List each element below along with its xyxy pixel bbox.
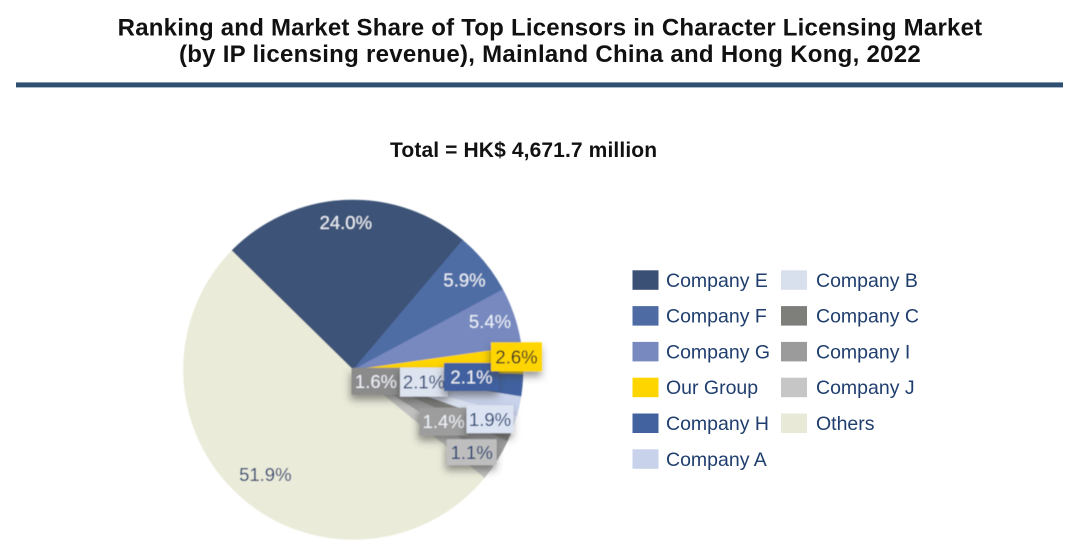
svg-text:Company G: Company G xyxy=(666,341,770,363)
svg-text:1.4%: 1.4% xyxy=(423,411,465,432)
svg-text:1.9%: 1.9% xyxy=(469,409,511,430)
svg-text:Our Group: Our Group xyxy=(666,377,758,399)
svg-text:2.1%: 2.1% xyxy=(450,367,492,388)
svg-text:Company E: Company E xyxy=(666,270,768,292)
svg-text:Company J: Company J xyxy=(816,377,915,399)
svg-text:Company H: Company H xyxy=(666,413,769,435)
svg-text:Others: Others xyxy=(816,413,875,435)
svg-text:Company C: Company C xyxy=(816,306,919,328)
svg-text:5.4%: 5.4% xyxy=(469,311,511,332)
svg-text:1.1%: 1.1% xyxy=(451,442,493,463)
svg-text:(by IP licensing revenue), Mai: (by IP licensing revenue), Mainland Chin… xyxy=(179,41,921,68)
svg-text:5.9%: 5.9% xyxy=(443,270,485,291)
svg-text:1.6%: 1.6% xyxy=(355,371,397,392)
svg-text:Company B: Company B xyxy=(816,270,918,292)
svg-text:Ranking and Market Share of To: Ranking and Market Share of Top Licensor… xyxy=(118,15,983,42)
svg-text:2.1%: 2.1% xyxy=(403,372,445,393)
svg-text:2.6%: 2.6% xyxy=(495,346,537,367)
svg-text:Company F: Company F xyxy=(666,306,767,328)
svg-text:Company A: Company A xyxy=(666,449,767,471)
svg-text:24.0%: 24.0% xyxy=(320,212,372,233)
svg-text:Company I: Company I xyxy=(816,341,910,363)
svg-text:Total = HK$ 4,671.7 million: Total = HK$ 4,671.7 million xyxy=(390,139,657,162)
svg-text:51.9%: 51.9% xyxy=(239,464,291,485)
